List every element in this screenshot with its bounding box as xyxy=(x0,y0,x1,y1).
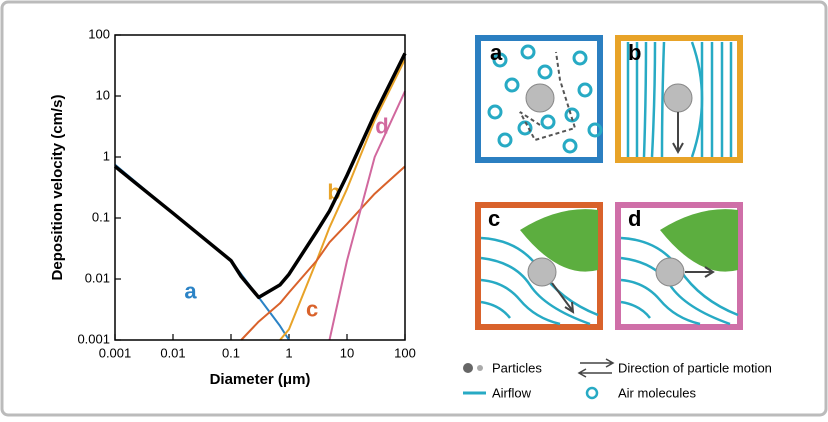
x-axis-label: Diameter (μm) xyxy=(210,371,311,388)
legend-text: Particles xyxy=(492,360,542,375)
panel-d: d xyxy=(615,202,743,330)
x-tick-label: 1 xyxy=(285,345,292,360)
particle xyxy=(663,83,693,113)
motion-arrow xyxy=(685,266,715,278)
particle xyxy=(655,257,685,287)
panel-c: c xyxy=(475,202,603,330)
motion-arrow xyxy=(672,112,684,155)
diagram-legend: Particles Direction of particle motion A… xyxy=(463,358,772,400)
particle xyxy=(525,83,555,113)
panel-a: a xyxy=(475,35,603,163)
x-tick-label: 10 xyxy=(340,345,354,360)
panel-label: b xyxy=(628,40,641,65)
particle xyxy=(527,257,557,287)
panel-b: b xyxy=(615,35,743,163)
region-label: c xyxy=(306,297,318,322)
legend-icon xyxy=(463,363,473,373)
y-tick-label: 0.01 xyxy=(85,270,110,285)
series-line xyxy=(279,58,406,341)
legend-icon xyxy=(585,386,599,400)
region-label: a xyxy=(184,278,197,303)
x-tick-label: 100 xyxy=(394,345,416,360)
legend-icon xyxy=(577,358,615,378)
legend-text: Air molecules xyxy=(618,385,697,400)
panel-label: d xyxy=(628,206,641,231)
y-tick-label: 100 xyxy=(88,26,110,41)
legend-icon xyxy=(477,365,483,371)
legend-text: Direction of particle motion xyxy=(618,360,772,375)
region-label: d xyxy=(375,114,388,139)
y-tick-label: 0.001 xyxy=(77,331,110,346)
series-line xyxy=(240,165,406,341)
series-line xyxy=(328,90,406,341)
y-tick-label: 10 xyxy=(96,87,110,102)
x-tick-label: 0.1 xyxy=(222,345,240,360)
legend-text: Airflow xyxy=(492,385,532,400)
y-tick-label: 1 xyxy=(103,148,110,163)
x-tick-label: 0.01 xyxy=(160,345,185,360)
panel-label: c xyxy=(488,206,500,231)
motion-arrow xyxy=(551,282,575,314)
series-line xyxy=(113,52,407,300)
x-tick-label: 0.001 xyxy=(99,345,132,360)
leaf xyxy=(660,209,738,272)
panel-label: a xyxy=(490,40,503,65)
plot-frame xyxy=(114,34,406,341)
y-tick-label: 0.1 xyxy=(92,209,110,224)
y-axis-label: Deposition velocity (cm/s) xyxy=(49,95,66,281)
leaf xyxy=(520,209,598,272)
